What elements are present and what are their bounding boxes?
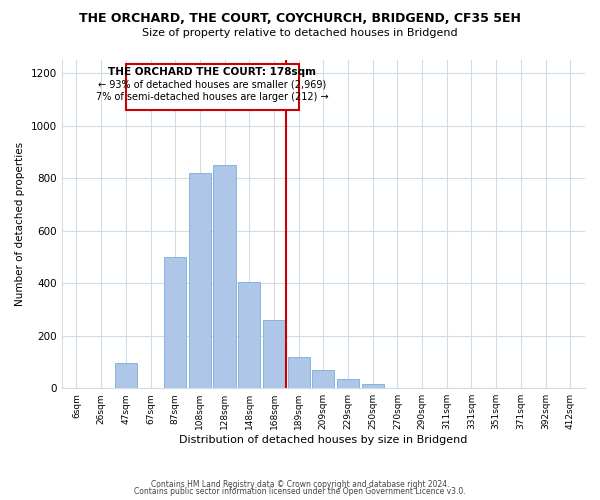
- Bar: [312, 370, 334, 388]
- Bar: [189, 173, 211, 388]
- Y-axis label: Number of detached properties: Number of detached properties: [15, 142, 25, 306]
- Bar: [115, 364, 137, 388]
- Text: Contains HM Land Registry data © Crown copyright and database right 2024.: Contains HM Land Registry data © Crown c…: [151, 480, 449, 489]
- FancyBboxPatch shape: [126, 64, 299, 110]
- Text: Size of property relative to detached houses in Bridgend: Size of property relative to detached ho…: [142, 28, 458, 38]
- Text: THE ORCHARD, THE COURT, COYCHURCH, BRIDGEND, CF35 5EH: THE ORCHARD, THE COURT, COYCHURCH, BRIDG…: [79, 12, 521, 26]
- Text: Contains public sector information licensed under the Open Government Licence v3: Contains public sector information licen…: [134, 488, 466, 496]
- Bar: [287, 356, 310, 388]
- Bar: [263, 320, 285, 388]
- Bar: [164, 257, 187, 388]
- Bar: [337, 379, 359, 388]
- X-axis label: Distribution of detached houses by size in Bridgend: Distribution of detached houses by size …: [179, 435, 467, 445]
- Bar: [362, 384, 384, 388]
- Text: ← 93% of detached houses are smaller (2,969): ← 93% of detached houses are smaller (2,…: [98, 80, 326, 90]
- Bar: [214, 165, 236, 388]
- Text: THE ORCHARD THE COURT: 178sqm: THE ORCHARD THE COURT: 178sqm: [108, 67, 316, 77]
- Text: 7% of semi-detached houses are larger (212) →: 7% of semi-detached houses are larger (2…: [96, 92, 329, 102]
- Bar: [238, 282, 260, 388]
